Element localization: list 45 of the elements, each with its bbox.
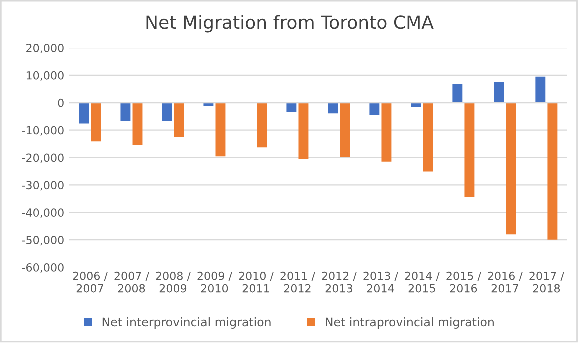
- x-tick-label: 2007 / 2008: [114, 272, 150, 293]
- bar: [298, 102, 309, 160]
- y-tick-label: 0: [58, 98, 64, 108]
- y-tick-label: -20,000: [22, 154, 64, 164]
- bar: [382, 102, 392, 162]
- y-tick-label: -50,000: [22, 236, 64, 246]
- bar: [91, 102, 102, 142]
- bar: [464, 102, 475, 198]
- x-tick-label: 2013 / 2014: [364, 272, 398, 293]
- bar: [328, 102, 338, 114]
- bar: [120, 102, 131, 122]
- legend-label: Net interprovincial migration: [102, 318, 271, 329]
- x-tick-label: 2010 / 2011: [239, 272, 274, 293]
- x-tick-label: 2008 / 2009: [156, 272, 191, 293]
- y-tick-label: -40,000: [22, 208, 64, 218]
- bar: [506, 102, 516, 235]
- x-tick-label: 2015 / 2016: [446, 272, 482, 293]
- y-tick-label: -30,000: [22, 181, 64, 191]
- bar: [257, 102, 268, 148]
- bar: [548, 102, 558, 240]
- y-tick-label: -10,000: [22, 126, 64, 136]
- bar: [494, 82, 504, 103]
- x-tick-label: 2009 / 2010: [198, 272, 232, 293]
- x-tick-label: 2012 / 2013: [322, 272, 357, 293]
- x-tick-label: 2017 / 2018: [530, 272, 564, 293]
- bar: [370, 102, 380, 115]
- y-tick-label: 10,000: [26, 71, 64, 81]
- bar: [132, 102, 143, 146]
- y-tick-label: 20,000: [26, 44, 64, 54]
- chart-title: Net Migration from Toronto CMA: [146, 15, 434, 33]
- bar: [79, 102, 90, 124]
- x-tick-label: 2016 / 2017: [488, 272, 523, 293]
- bar: [340, 102, 350, 158]
- x-tick-label: 2014 / 2015: [405, 272, 440, 293]
- y-tick-label: -60,000: [22, 264, 64, 274]
- bar: [216, 102, 226, 157]
- bar: [452, 84, 463, 103]
- x-tick-label: 2011 / 2012: [280, 272, 316, 293]
- x-tick-label: 2006 / 2007: [73, 272, 108, 293]
- bar: [423, 102, 434, 172]
- bar: [286, 102, 297, 112]
- legend-label: Net intraprovincial migration: [326, 318, 494, 329]
- bar: [536, 76, 546, 103]
- bar: [162, 102, 172, 122]
- bar: [174, 102, 184, 138]
